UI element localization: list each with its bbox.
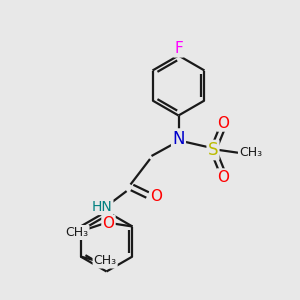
Text: O: O: [151, 189, 163, 204]
Text: F: F: [174, 41, 183, 56]
Text: CH₃: CH₃: [94, 254, 117, 268]
Text: O: O: [218, 169, 230, 184]
Text: S: S: [208, 141, 218, 159]
Text: CH₃: CH₃: [65, 226, 88, 239]
Text: HN: HN: [92, 200, 112, 214]
Text: CH₃: CH₃: [239, 146, 262, 160]
Text: O: O: [103, 216, 115, 231]
Text: N: N: [172, 130, 185, 148]
Text: O: O: [218, 116, 230, 130]
